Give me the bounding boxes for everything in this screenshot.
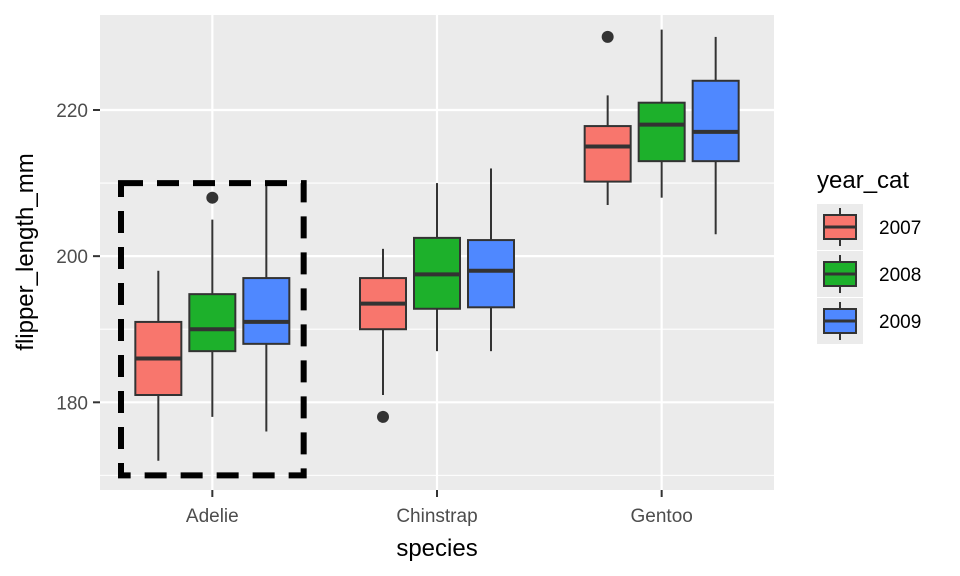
legend-item-2009: 2009 <box>817 298 921 344</box>
box-gentoo-2008 <box>637 29 686 198</box>
legend-item-2007: 2007 <box>817 204 921 250</box>
x-tick-label: Chinstrap <box>396 506 477 527</box>
outlier-point <box>206 191 219 204</box>
box-adelie-2009 <box>242 183 291 432</box>
y-axis-title: flipper_length_mm <box>12 153 39 350</box>
box-chinstrap-2008 <box>413 183 461 352</box>
box-series <box>134 29 740 461</box>
box-adelie-2007 <box>134 270 183 461</box>
box-gentoo-2009 <box>691 36 740 235</box>
box-iqr <box>691 79 740 163</box>
box-chinstrap-2009 <box>467 168 515 352</box>
box-iqr <box>467 239 515 309</box>
outlier-point <box>377 410 389 423</box>
y-tick-label: 200 <box>56 247 88 268</box>
box-iqr <box>188 293 237 353</box>
x-axis: Adelie Chinstrap Gentoo <box>186 490 693 527</box>
annotation-dashed-rectangle <box>118 180 307 479</box>
box-iqr <box>583 125 632 183</box>
box-adelie-2008 <box>188 191 237 417</box>
x-axis-title: species <box>396 535 477 562</box>
legend-label: 2007 <box>879 218 921 239</box>
box-iqr <box>242 277 291 345</box>
annotation-layer <box>118 180 307 479</box>
legend-item-2008: 2008 <box>817 251 921 297</box>
y-axis: 180 200 220 <box>56 101 100 414</box>
box-chinstrap-2007 <box>359 248 407 423</box>
outlier-point <box>601 30 614 43</box>
box-iqr <box>637 101 686 163</box>
y-tick-label: 220 <box>56 101 88 122</box>
legend-label: 2009 <box>879 312 921 333</box>
legend: year_cat 2007 2008 2009 <box>817 167 921 344</box>
box-gentoo-2007 <box>583 30 632 205</box>
x-tick-label: Adelie <box>186 506 239 527</box>
x-tick-label: Gentoo <box>631 506 693 527</box>
legend-label: 2008 <box>879 265 921 286</box>
y-tick-label: 180 <box>56 393 88 414</box>
legend-title: year_cat <box>817 167 909 194</box>
